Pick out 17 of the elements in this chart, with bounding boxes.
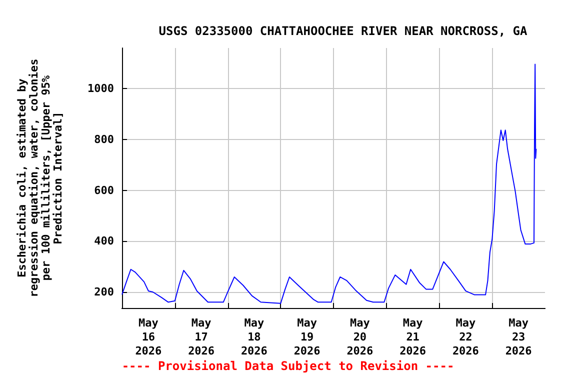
x-tick-label: May 19 2026 [294, 316, 321, 358]
line-series [122, 64, 537, 304]
y-tick-label: 400 [94, 234, 114, 248]
x-tick-label: May 23 2026 [505, 316, 532, 358]
x-tick-label: May 17 2026 [188, 316, 215, 358]
x-tick-label: May 20 2026 [346, 316, 374, 358]
text: ---- Provisional Data Subject to Revision ---- [122, 359, 454, 373]
x-tick-label: May 18 2026 [240, 316, 268, 358]
x-tick-label: May 21 2026 [400, 316, 426, 358]
y-tick-label: 800 [94, 132, 114, 146]
y-tick-label: 600 [94, 184, 114, 197]
y-tick-label: 200 [94, 285, 114, 298]
x-tick-label: May 16 2026 [135, 316, 162, 358]
y-axis-title: Escherichia coli, estimated by regression equation, water, colonies per 100 milliliters, [Upper 95% Prediction Interval] [16, 58, 64, 298]
chart-title: USGS 02335000 CHATTAHOOCHEE RIVER NEAR NORCROSS, GA [158, 24, 528, 38]
y-tick-label: 1000 [88, 82, 114, 96]
x-tick-label: May 22 2026 [452, 316, 480, 358]
